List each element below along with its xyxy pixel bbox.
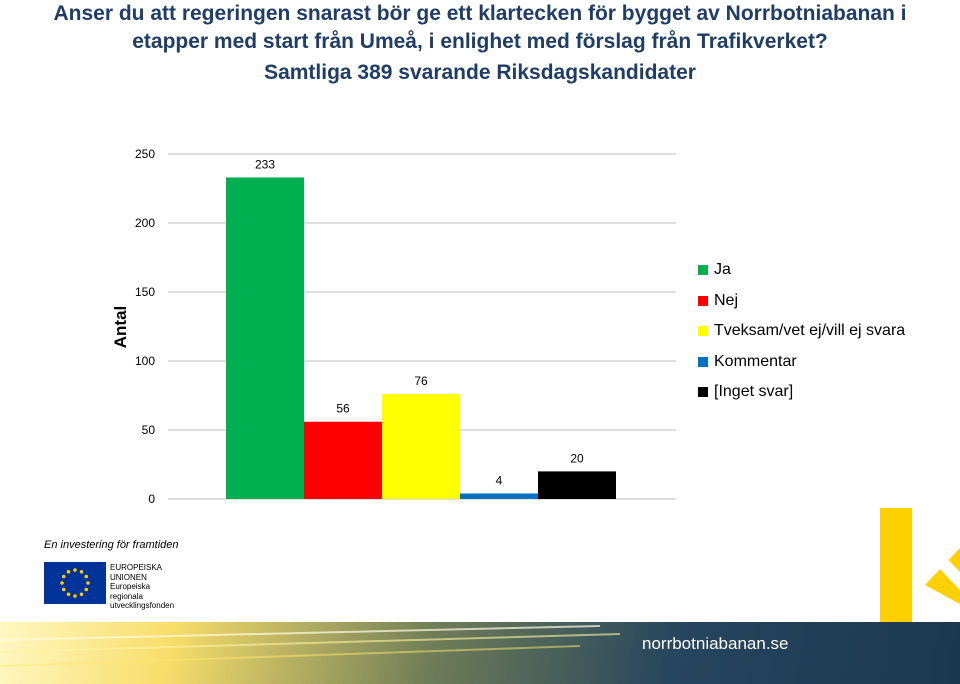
legend-label: Tveksam/vet ej/vill ej svara (714, 322, 906, 340)
legend-item: Kommentar (698, 347, 905, 378)
eu-fund-text: EUROPEISKA UNIONEN Europeiska regionala … (110, 563, 174, 611)
chart-data-labels: 233 56 76 4 20 (255, 157, 584, 487)
legend-swatch (698, 387, 708, 398)
y-tick-label: 50 (142, 423, 156, 437)
title-line-2: etapper med start från Umeå, i enlighet … (132, 30, 828, 53)
y-axis-ticks: 0 50 100 150 200 250 (135, 147, 155, 506)
chart-bars (226, 177, 616, 499)
eu-flag-icon (44, 562, 106, 604)
bar (226, 177, 304, 499)
footer-light-streaks (0, 625, 621, 667)
legend-label: Nej (714, 291, 739, 309)
y-axis-label: Antal (111, 306, 130, 349)
bar (304, 421, 382, 499)
eu-line-1: EUROPEISKA (110, 563, 163, 572)
data-label: 76 (414, 374, 428, 388)
chart-legend: Ja Nej Tveksam/vet ej/vill ej svara Komment… (698, 255, 905, 408)
y-tick-label: 100 (135, 354, 155, 368)
eu-line-2: UNIONEN (110, 572, 147, 582)
legend-label: [Inget svar] (714, 383, 794, 401)
footer-banner (0, 622, 960, 684)
y-tick-label: 200 (135, 216, 155, 230)
legend-item: Ja (698, 255, 905, 286)
eu-line-3: Europeiska (110, 582, 151, 591)
chart-subtitle: Samtliga 389 svarande Riksdagskandidater (264, 61, 696, 84)
legend-item: Tveksam/vet ej/vill ej svara (698, 316, 905, 347)
eu-tagline: En investering för framtiden (44, 539, 179, 551)
eu-line-4: regionala (110, 591, 143, 601)
y-tick-label: 250 (135, 147, 155, 161)
legend-swatch (698, 356, 708, 367)
chart-title: Anser du att regeringen snarast bör ge e… (0, 0, 960, 87)
legend-item: [Inget svar] (698, 377, 905, 408)
data-label: 233 (255, 157, 275, 171)
title-line-1: Anser du att regeringen snarast bör ge e… (53, 2, 907, 25)
legend-swatch (698, 326, 708, 337)
legend-swatch (698, 265, 708, 276)
legend-label: Ja (714, 261, 731, 279)
data-label: 20 (570, 451, 584, 465)
website-link[interactable]: norrbotniabanan.se (642, 634, 789, 653)
data-label: 56 (336, 402, 350, 416)
y-tick-label: 0 (148, 492, 155, 506)
data-label: 4 (496, 473, 503, 487)
legend-swatch (698, 295, 708, 306)
bar (382, 394, 460, 499)
eu-line-5: utvecklingsfonden (110, 601, 175, 610)
bar (460, 493, 538, 499)
y-tick-label: 150 (135, 285, 155, 299)
legend-label: Kommentar (714, 352, 797, 370)
bar (538, 471, 616, 499)
legend-item: Nej (698, 286, 905, 317)
